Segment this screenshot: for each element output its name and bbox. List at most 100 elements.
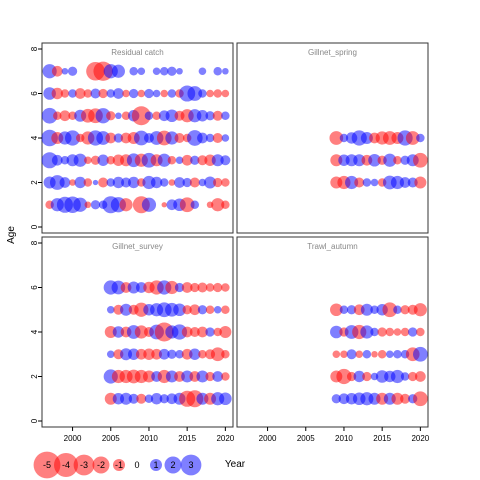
bubble-2-age4-2013 <box>360 132 373 144</box>
bubble-1-age3-2001 <box>73 153 87 167</box>
bubble-1-age2-2001 <box>74 176 86 189</box>
bubble-4-age3-2013 <box>362 350 372 359</box>
bubble-1-age6-2001 <box>74 88 86 99</box>
bubble-3-age3-2005 <box>106 350 115 359</box>
bubble-1-age1-2020 <box>221 200 230 209</box>
bubble-3-age2-2015 <box>181 370 194 383</box>
bubble-1-age6-2002 <box>83 89 93 98</box>
bubble-4-age3-2015 <box>377 350 387 359</box>
bubble-1-age7-2017 <box>198 67 207 76</box>
bubble-3-age5-2016 <box>189 304 201 316</box>
panel-title-2: Gillnet_spring <box>308 48 357 57</box>
bubble-1-age3-2019 <box>211 154 224 167</box>
legend-label-3: 3 <box>188 460 193 470</box>
bubble-3-age4-2015 <box>181 326 193 338</box>
bubble-3-age6-2014 <box>174 282 185 293</box>
bubble-4-age5-2013 <box>360 303 373 316</box>
bubble-1-age2-2012 <box>160 178 169 187</box>
bubble-4-age3-2009 <box>332 350 341 359</box>
bubble-1-age6-2006 <box>113 88 124 99</box>
bubble-4-age5-2017 <box>393 305 402 314</box>
bubble-4-age2-2011 <box>346 371 357 382</box>
bubble-1-age4-2014 <box>174 132 185 144</box>
bubble-2-age2-2017 <box>390 175 405 190</box>
bubble-1-age5-2019 <box>212 110 223 121</box>
legend-label-neg5: -5 <box>43 460 51 470</box>
bubble-1-age4-2006 <box>113 133 124 143</box>
bubble-3-age3-2020 <box>221 350 230 359</box>
legend-bubble-1 <box>150 459 162 471</box>
bubble-4-age4-2013 <box>360 325 374 339</box>
legend-label-0: 0 <box>134 460 139 470</box>
bubble-4-age3-2010 <box>340 350 348 359</box>
legend-bubble-neg5 <box>33 451 61 479</box>
bubble-3-age1-2011 <box>150 393 163 405</box>
bubble-1-age3-1997 <box>41 152 58 169</box>
bubble-1-age5-2005 <box>106 111 116 121</box>
bubble-1-age7-2019 <box>213 67 222 76</box>
bubble-1-age1-2015 <box>179 197 195 213</box>
bubble-3-age3-2017 <box>198 350 207 359</box>
bubble-4-age2-2019 <box>408 371 418 382</box>
bubble-1-age7-2006 <box>111 64 125 78</box>
panel-title-4: Trawl_autumn <box>307 242 357 251</box>
bubble-1-age6-2010 <box>144 88 154 99</box>
y-tick-label-1-6: 6 <box>30 91 39 96</box>
bubble-1-age6-1998 <box>51 87 63 100</box>
bubble-3-age5-2017 <box>197 305 208 315</box>
bubble-1-age1-2001 <box>73 197 88 212</box>
bubble-3-age3-2010 <box>143 348 155 360</box>
legend-label-neg4: -4 <box>62 460 70 470</box>
bubble-1-age6-2011 <box>152 89 161 98</box>
bubble-1-age7-2008 <box>129 67 138 76</box>
bubble-1-age2-2011 <box>150 176 163 189</box>
bubble-1-age7-2012 <box>160 67 169 76</box>
bubble-4-age5-2018 <box>400 305 410 315</box>
bubble-4-age2-2010 <box>336 368 352 385</box>
bubble-3-age6-2016 <box>190 282 200 293</box>
bubble-3-age6-2018 <box>205 283 215 292</box>
bubble-2-age3-2012 <box>353 154 366 167</box>
bubble-3-age1-2009 <box>136 393 147 404</box>
bubble-3-age5-2005 <box>106 305 115 314</box>
bubble-4-age4-2020 <box>416 327 425 337</box>
bubble-1-age3-2014 <box>175 156 184 165</box>
y-tick-label-3-8: 8 <box>30 240 39 245</box>
bubble-3-age5-2015 <box>182 305 192 315</box>
bubble-1-age6-2000 <box>68 89 77 98</box>
bubble-1-age2-2008 <box>127 176 140 189</box>
bubble-3-age4-2009 <box>134 325 148 339</box>
bubble-4-age1-2020 <box>413 391 428 407</box>
y-tick-label-3-0: 0 <box>30 418 39 423</box>
bubble-3-age1-2010 <box>144 394 154 403</box>
bubble-3-age3-2016 <box>189 348 201 360</box>
y-tick-label-1-2: 2 <box>30 180 39 185</box>
bubble-3-age2-2019 <box>212 371 224 382</box>
bubble-1-age4-2005 <box>105 132 117 144</box>
bubble-4-age5-2009 <box>330 303 343 317</box>
panel-title-3: Gillnet_survey <box>112 242 163 251</box>
bubble-3-age1-2012 <box>159 394 169 404</box>
bubble-4-age1-2017 <box>391 392 404 405</box>
bubble-4-age5-2010 <box>339 305 349 314</box>
bubble-1-age2-2019 <box>213 177 223 188</box>
bubble-3-age4-2014 <box>171 324 188 340</box>
bubble-3-age6-2006 <box>111 280 126 295</box>
bubble-1-age3-2020 <box>220 155 231 166</box>
y-tick-label-3-4: 4 <box>30 329 39 334</box>
bubble-1-age2-1998 <box>49 175 65 190</box>
bubble-3-age2-2013 <box>165 370 178 383</box>
bubble-3-age6-2017 <box>197 282 208 293</box>
bubble-4-age5-2020 <box>413 303 427 317</box>
bubble-1-age7-1997 <box>42 64 57 79</box>
bubble-3-age2-2010 <box>142 370 155 383</box>
bubble-3-age1-2007 <box>120 392 133 405</box>
bubble-3-age2-2020 <box>221 372 230 381</box>
bubble-1-age5-2017 <box>196 110 209 122</box>
bubble-2-age4-2019 <box>405 131 420 145</box>
x-tick-label-3-2015: 2015 <box>178 434 196 443</box>
legend-bubble-neg3 <box>73 454 95 476</box>
bubble-1-age6-2017 <box>198 89 207 98</box>
bubble-1-age3-2016 <box>190 155 200 165</box>
